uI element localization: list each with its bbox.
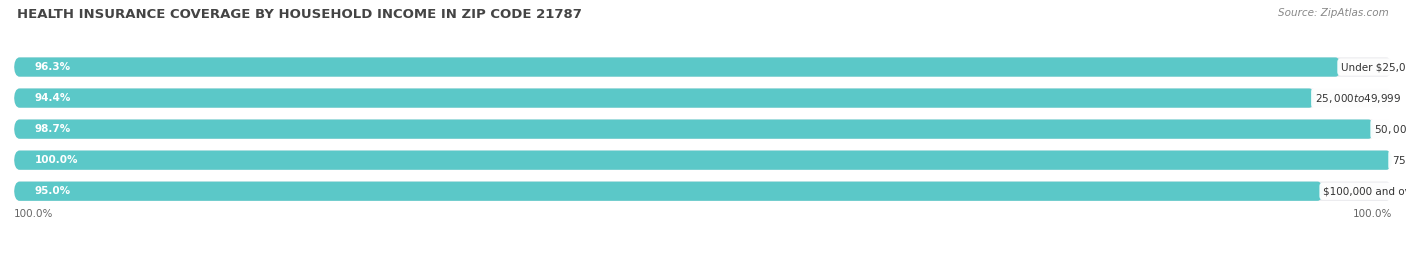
FancyBboxPatch shape bbox=[14, 89, 1392, 108]
Text: 100.0%: 100.0% bbox=[14, 209, 53, 219]
FancyBboxPatch shape bbox=[14, 182, 1392, 201]
Text: Under $25,000: Under $25,000 bbox=[1341, 62, 1406, 72]
FancyBboxPatch shape bbox=[14, 151, 1392, 170]
Text: 98.7%: 98.7% bbox=[35, 124, 70, 134]
Text: 95.0%: 95.0% bbox=[35, 186, 70, 196]
Text: 100.0%: 100.0% bbox=[35, 155, 79, 165]
FancyBboxPatch shape bbox=[14, 151, 1392, 170]
FancyBboxPatch shape bbox=[14, 119, 1392, 139]
Text: 94.4%: 94.4% bbox=[35, 93, 72, 103]
Text: $75,000 to $99,999: $75,000 to $99,999 bbox=[1392, 154, 1406, 167]
FancyBboxPatch shape bbox=[14, 182, 1323, 201]
FancyBboxPatch shape bbox=[14, 57, 1341, 77]
Text: HEALTH INSURANCE COVERAGE BY HOUSEHOLD INCOME IN ZIP CODE 21787: HEALTH INSURANCE COVERAGE BY HOUSEHOLD I… bbox=[17, 8, 582, 21]
FancyBboxPatch shape bbox=[14, 89, 1315, 108]
Text: $100,000 and over: $100,000 and over bbox=[1323, 186, 1406, 196]
FancyBboxPatch shape bbox=[14, 57, 1392, 77]
Text: 100.0%: 100.0% bbox=[1353, 209, 1392, 219]
FancyBboxPatch shape bbox=[14, 119, 1374, 139]
Text: 96.3%: 96.3% bbox=[35, 62, 70, 72]
Text: $25,000 to $49,999: $25,000 to $49,999 bbox=[1315, 91, 1402, 105]
Text: $50,000 to $74,999: $50,000 to $74,999 bbox=[1374, 123, 1406, 136]
Text: Source: ZipAtlas.com: Source: ZipAtlas.com bbox=[1278, 8, 1389, 18]
